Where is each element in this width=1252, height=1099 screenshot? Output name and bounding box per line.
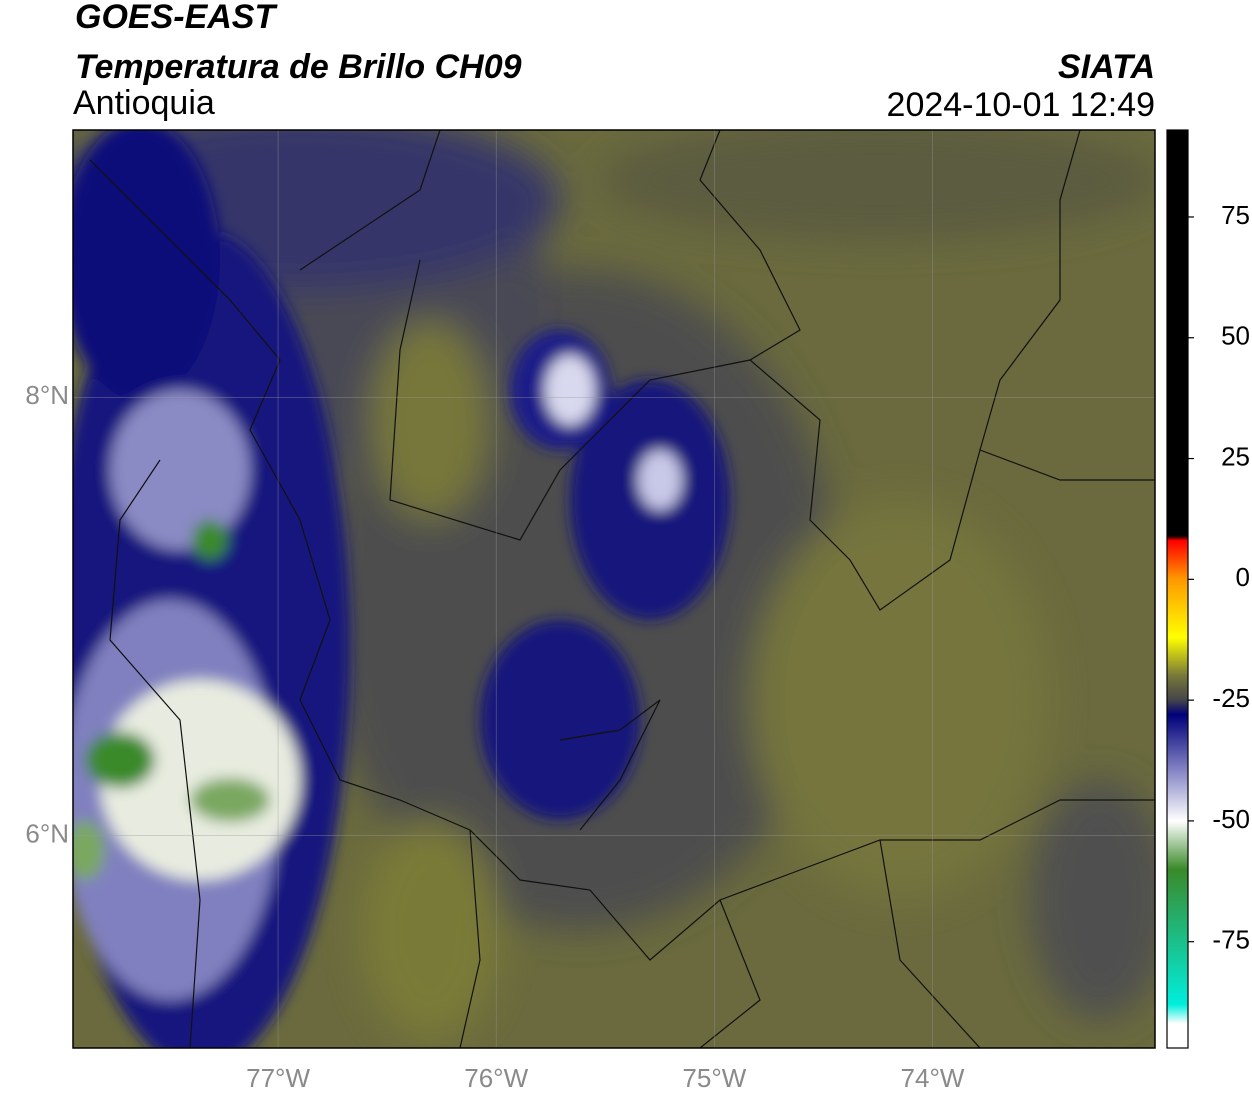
colorbar-tick-label: 50 bbox=[1221, 321, 1250, 351]
colorbar-tick-label: 25 bbox=[1221, 441, 1250, 471]
graticule bbox=[73, 130, 1155, 1048]
datetime: 2024-10-01 12:49 bbox=[887, 86, 1155, 124]
map-frame bbox=[72, 129, 1156, 1049]
x-tick-label: 76°W bbox=[464, 1063, 528, 1093]
colorbar-tick-label: 75 bbox=[1221, 200, 1250, 230]
x-tick-label: 74°W bbox=[901, 1063, 965, 1093]
source: SIATA bbox=[1058, 48, 1155, 86]
satellite-image bbox=[73, 130, 1155, 1048]
borders bbox=[89, 130, 1155, 1048]
region: Antioquia bbox=[73, 84, 215, 122]
colorbar-tick-label: -25 bbox=[1212, 683, 1250, 713]
colorbar-tick-label: -50 bbox=[1212, 804, 1250, 834]
colorbar-tick-label: -75 bbox=[1212, 925, 1250, 955]
colorbar bbox=[1166, 129, 1189, 1049]
colorbar-tick-label: 0 bbox=[1236, 562, 1250, 592]
y-tick-label: 8°N bbox=[25, 380, 69, 410]
x-tick-label: 75°W bbox=[682, 1063, 746, 1093]
title: GOES-EAST bbox=[75, 0, 278, 36]
subtitle: Temperatura de Brillo CH09 bbox=[75, 48, 522, 86]
y-tick-label: 6°N bbox=[25, 818, 69, 848]
x-tick-label: 77°W bbox=[246, 1063, 310, 1093]
